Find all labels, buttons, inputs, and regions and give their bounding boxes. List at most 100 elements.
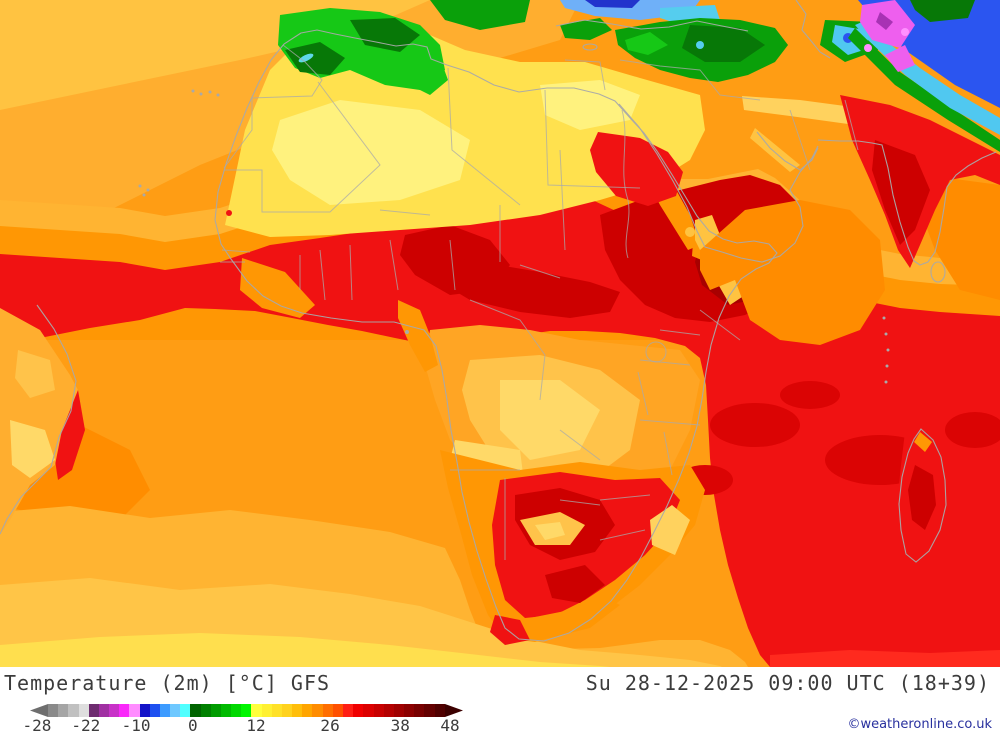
- colorbar-segment: [353, 704, 364, 717]
- colorbar-segment: [58, 704, 69, 717]
- region-himalaya-cyan-band: [855, 22, 1000, 135]
- canary-island-dot: [208, 90, 212, 94]
- colorbar-segments: [48, 704, 445, 717]
- colorbar-segment: [261, 704, 272, 717]
- colorbar-segment: [220, 704, 232, 717]
- colorbar-segment: [119, 704, 130, 717]
- colorbar-segment: [292, 704, 303, 717]
- country-borders: [220, 44, 859, 560]
- colorbar-segment: [241, 704, 252, 717]
- colorbar-segment: [48, 704, 59, 717]
- region-ne-algeria-green: [408, 58, 448, 95]
- region-south-band-yellow: [0, 633, 610, 667]
- colorbar-segment: [180, 704, 191, 717]
- maldives-dot: [884, 380, 888, 384]
- region-brazil-pale-2: [15, 350, 55, 398]
- colorbar: [30, 704, 463, 717]
- region-himalaya-pink-spot-2: [901, 28, 909, 36]
- legend-text-row: Temperature (2m) [°C] GFS Su 28-12-2025 …: [0, 669, 1000, 695]
- region-southern-africa-darkred-2: [545, 565, 605, 603]
- colorbar-segment: [322, 704, 333, 717]
- region-darkred-congo: [430, 255, 620, 318]
- coastlines: [0, 0, 997, 642]
- cape-verde-dot: [146, 188, 150, 192]
- colorbar-segment: [159, 704, 171, 717]
- border-zimbabwe: [599, 494, 651, 541]
- bioko-dot: [405, 330, 409, 334]
- legend-footer: Temperature (2m) [°C] GFS Su 28-12-2025 …: [0, 667, 1000, 733]
- border-libya-egypt: [544, 89, 641, 189]
- border-car-sudan: [519, 264, 561, 279]
- temperature-map-svg: [0, 0, 1000, 667]
- colorbar-label: -10: [121, 716, 151, 733]
- colorbar-label: -22: [71, 716, 101, 733]
- region-egypt-pale: [540, 80, 640, 130]
- region-atlas-darkgreen-2: [350, 18, 420, 52]
- colorbar-segment: [281, 704, 293, 717]
- region-med-green-west: [430, 0, 530, 30]
- colorbar-segment: [98, 704, 110, 717]
- border-drc-west: [469, 299, 546, 401]
- region-levant-cyan-spot: [696, 41, 704, 49]
- dark-sea-patch: [780, 381, 840, 409]
- maldives-dot: [886, 348, 890, 352]
- persian-gulf-coastline: [756, 131, 819, 171]
- border-algeria-mali: [224, 81, 381, 213]
- border-chad-sudan: [559, 149, 566, 251]
- maldives-dot: [884, 332, 888, 336]
- region-levant-darkgreen: [682, 25, 765, 62]
- colorbar-segment: [231, 704, 242, 717]
- colorbar-segment: [342, 704, 354, 717]
- region-himalaya-darkgreen: [910, 0, 975, 22]
- mediterranean-north-coast: [555, 19, 749, 32]
- cyprus-outline: [582, 43, 598, 51]
- border-namibia-botswana: [504, 478, 601, 560]
- dark-sea-patch: [945, 412, 1000, 448]
- region-brazil-pale: [10, 420, 55, 478]
- map-datetime: Su 28-12-2025 09:00 UTC (18+39): [585, 671, 990, 695]
- colorbar-segment: [383, 704, 394, 717]
- border-kenya-somalia: [699, 309, 741, 341]
- region-anatolia-blue: [585, 0, 640, 8]
- region-cape-coast-orange: [520, 595, 620, 638]
- border-west-africa-1: [299, 244, 353, 301]
- colorbar-segment: [434, 704, 445, 717]
- colorbar-segment: [271, 704, 282, 717]
- nile-river: [621, 109, 630, 259]
- colorbar-segment: [88, 704, 99, 717]
- region-bottom-right-bright-red: [770, 650, 1000, 667]
- dark-sea-patch: [710, 403, 800, 447]
- brazil-coastline: [0, 304, 77, 535]
- africa-coastline: [214, 29, 778, 642]
- colorbar-segment: [200, 704, 211, 717]
- cape-verde-dot: [138, 184, 142, 188]
- colorbar-segment: [332, 704, 343, 717]
- colorbar-segment: [68, 704, 79, 717]
- colorbar-segment: [251, 704, 262, 717]
- region-natal-pale: [650, 505, 690, 555]
- border-nigeria-east: [449, 239, 456, 291]
- maldives-dot: [882, 316, 886, 320]
- colorbar-segment: [139, 704, 150, 717]
- region-senegal-red-spot: [226, 210, 232, 216]
- colorbar-label: 26: [320, 716, 340, 733]
- region-turkey-green-west: [560, 18, 612, 40]
- caspian-coastline: [795, 0, 831, 59]
- canary-island-dot: [216, 93, 220, 97]
- region-bay-of-bengal-orange: [920, 175, 1000, 300]
- india-coastline: [817, 139, 997, 266]
- lake-victoria: [645, 341, 667, 363]
- colorbar-segment: [109, 704, 120, 717]
- region-sri-lanka: [930, 261, 946, 283]
- colorbar-segment: [363, 704, 374, 717]
- region-gabon-coast-orange: [398, 300, 438, 372]
- colorbar-label: 48: [440, 716, 460, 733]
- region-interior-pale: [500, 380, 600, 460]
- maldives-dot: [885, 364, 889, 368]
- copyright: ©weatheronline.co.uk: [847, 717, 992, 732]
- region-himalaya-pink-spot: [864, 44, 872, 52]
- colorbar-segment: [190, 704, 201, 717]
- border-senegal-gambia: [220, 249, 251, 263]
- region-guinea-coast-orange: [240, 258, 315, 318]
